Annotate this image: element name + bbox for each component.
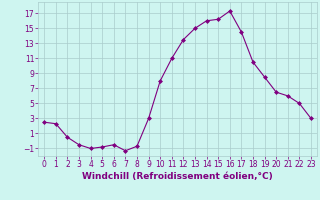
X-axis label: Windchill (Refroidissement éolien,°C): Windchill (Refroidissement éolien,°C) <box>82 172 273 181</box>
